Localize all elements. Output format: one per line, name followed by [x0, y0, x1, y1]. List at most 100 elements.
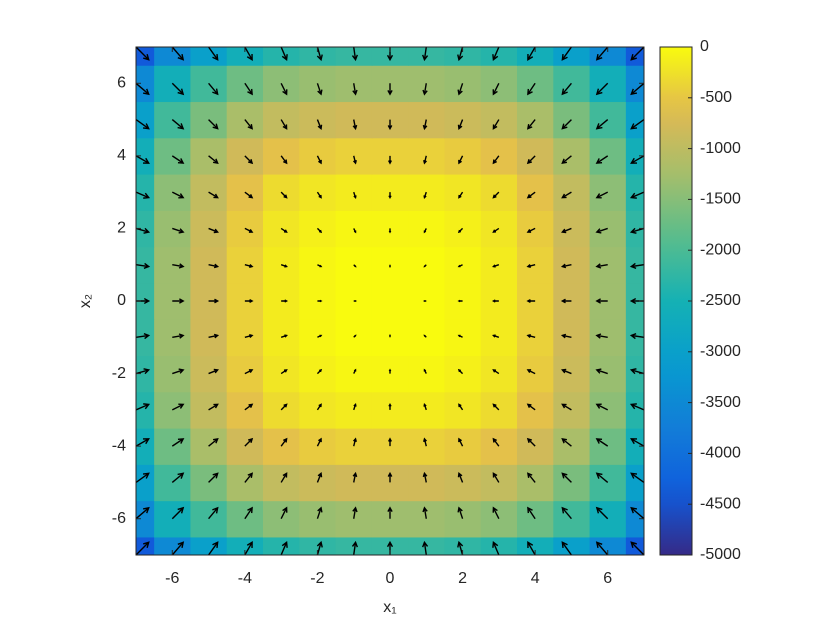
heat-cell [444, 464, 482, 502]
arrow [136, 403, 151, 411]
heat-cell [480, 210, 518, 248]
arrow [136, 472, 150, 483]
arrow [389, 264, 391, 268]
heat-cell [190, 500, 228, 538]
heat-cell [444, 500, 482, 538]
y-tick-label: 2 [117, 220, 126, 237]
heat-cell [589, 319, 627, 357]
heat-cell [263, 500, 300, 538]
arrow [561, 47, 572, 61]
heat-cell [408, 355, 446, 393]
colorbar-tick-label: -3500 [700, 394, 741, 411]
heat-cell [226, 536, 264, 555]
arrow [423, 228, 427, 234]
arrow [526, 437, 536, 447]
arrow [171, 438, 185, 447]
arrow [316, 472, 323, 483]
arrow [208, 155, 219, 165]
arrow [422, 47, 429, 62]
arrow [136, 438, 150, 447]
arrow [457, 227, 464, 234]
arrow [352, 437, 357, 447]
arrow [353, 403, 357, 411]
arrow [208, 437, 219, 447]
heat-cell [263, 47, 300, 66]
arrow [208, 506, 219, 520]
heat-cell [444, 282, 482, 320]
heat-cell [335, 355, 373, 393]
heat-cell [480, 319, 518, 357]
heat-cell [371, 500, 409, 538]
arrow [595, 263, 608, 269]
arrow [172, 263, 185, 269]
arrow [280, 369, 288, 375]
arrow [629, 262, 644, 269]
heat-cell [625, 137, 644, 175]
arrow [353, 191, 357, 199]
heat-cell [589, 174, 627, 211]
arrow [352, 119, 358, 131]
arrow [630, 438, 644, 447]
heat-cell [553, 47, 591, 66]
arrow [595, 403, 609, 411]
heat-cell [263, 536, 300, 555]
arrow [457, 368, 464, 375]
arrow [630, 506, 644, 520]
arrow [388, 192, 392, 200]
arrow [561, 155, 572, 165]
arrow [387, 437, 393, 447]
heat-cell [625, 500, 644, 538]
heat-cell [444, 355, 482, 393]
heat-cell [480, 536, 518, 555]
heat-cell [553, 355, 591, 393]
arrow [629, 403, 644, 411]
arrow [492, 403, 500, 411]
arrow [208, 472, 219, 483]
heat-cell [136, 137, 155, 175]
arrow [457, 264, 463, 268]
arrow [244, 155, 254, 165]
arrow [388, 402, 392, 410]
arrow [629, 191, 644, 199]
heat-cell [553, 500, 591, 538]
arrow [457, 506, 464, 519]
arrow [316, 368, 323, 375]
heat-cell [226, 47, 264, 66]
arrow [316, 119, 323, 130]
arrow [423, 334, 427, 338]
x-tick-label: -4 [238, 570, 252, 587]
arrow [172, 368, 185, 375]
heat-cell [136, 246, 155, 284]
arrow [208, 47, 219, 61]
arrow [280, 227, 288, 233]
arrow [208, 541, 219, 555]
arrow [492, 334, 500, 338]
heat-cell [136, 500, 155, 538]
arrow [171, 506, 185, 520]
heat-cell [408, 500, 446, 538]
heat-cell [480, 428, 518, 465]
x-axis-label: x₁ [383, 599, 396, 616]
arrow [629, 368, 644, 375]
colorbar-tick-label: -4500 [700, 495, 741, 512]
arrow [595, 333, 608, 339]
heat-cell [589, 500, 627, 538]
heat-cell [371, 464, 409, 502]
arrow [492, 155, 500, 165]
arrow [561, 506, 572, 520]
heat-cell [480, 391, 518, 429]
arrow [526, 369, 536, 375]
heat-cell [136, 101, 155, 139]
colorbar-tick-label: -2000 [700, 241, 741, 258]
arrow [171, 191, 185, 199]
arrow [527, 82, 536, 96]
arrow [595, 506, 609, 520]
arrow [457, 299, 463, 303]
arrow [595, 82, 609, 96]
arrow [458, 191, 464, 199]
heat-cell [589, 282, 627, 320]
arrow [136, 82, 150, 96]
heat-cell [553, 536, 591, 555]
arrow [595, 119, 609, 130]
heat-cell [154, 536, 192, 555]
